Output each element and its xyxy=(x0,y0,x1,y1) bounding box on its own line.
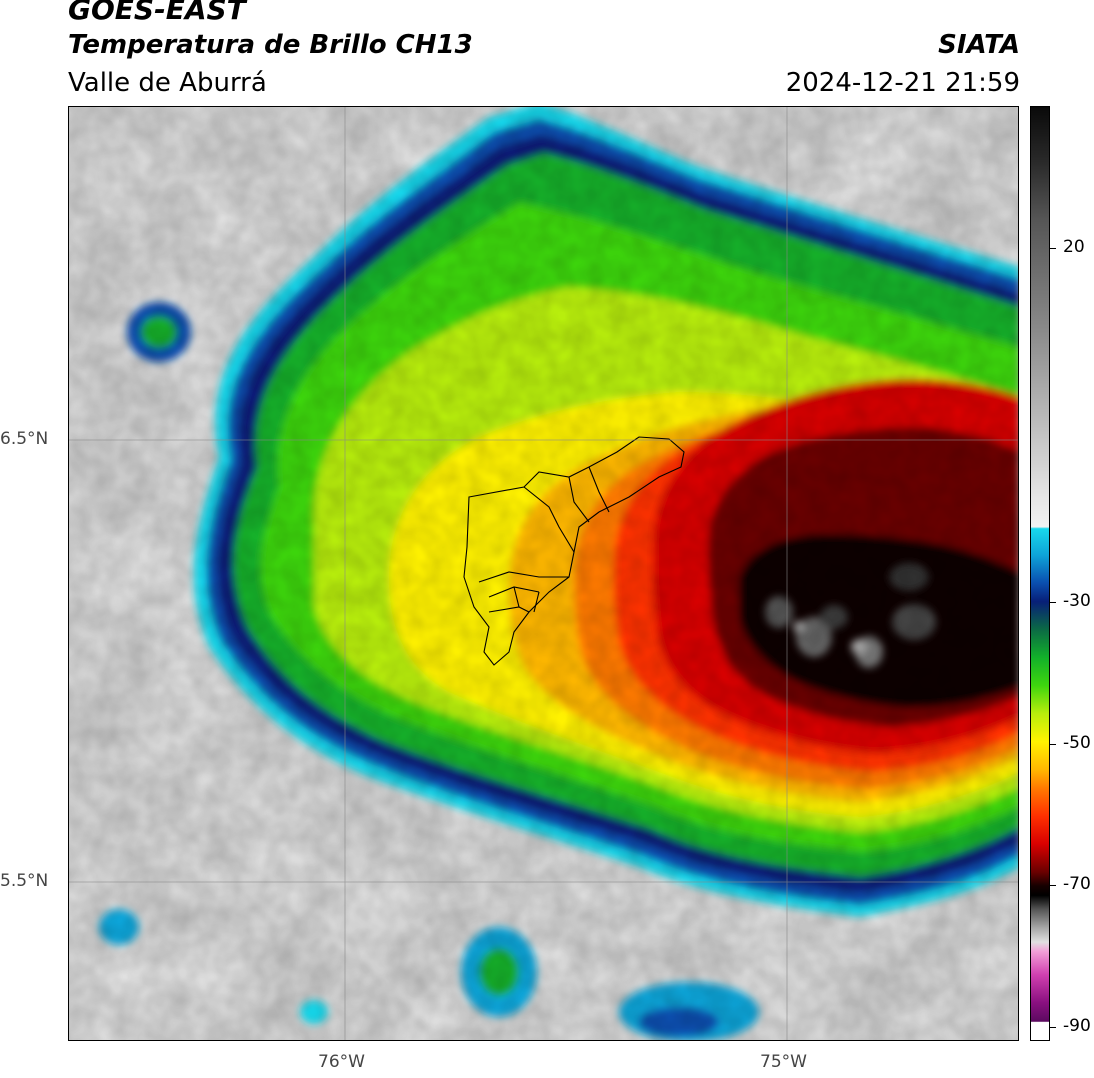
municipal-boundaries xyxy=(463,436,685,666)
colorbar-tick-label: -30 xyxy=(1063,590,1091,611)
colorbar xyxy=(1030,106,1050,1041)
satellite-title: GOES-EAST xyxy=(68,0,246,26)
boundary-inner-8 xyxy=(533,591,540,613)
boundary-inner-3 xyxy=(588,466,610,513)
colorbar-tick-label: -90 xyxy=(1063,1015,1091,1036)
lat-label-5-5: 5.5°N xyxy=(0,871,49,891)
boundary-inner-2 xyxy=(568,476,590,523)
lon-label-75: 75°W xyxy=(760,1052,807,1072)
boundary-inner-7 xyxy=(513,586,520,608)
boundary-outer xyxy=(463,436,685,666)
graticule xyxy=(69,107,1018,1040)
agency-label: SIATA xyxy=(938,30,1020,60)
brightness-temperature-map xyxy=(69,107,1018,1040)
colorbar-tick-mark xyxy=(1050,247,1056,249)
lon-label-76: 76°W xyxy=(318,1052,365,1072)
colorbar-tick-mark xyxy=(1050,743,1056,745)
boundary-inner-1 xyxy=(523,486,575,553)
colorbar-tick-mark xyxy=(1050,885,1056,887)
colorbar-tick-label: 20 xyxy=(1063,236,1085,257)
region-label: Valle de Aburrá xyxy=(68,68,267,98)
colorbar-tick-mark xyxy=(1050,601,1056,603)
texture-grain xyxy=(69,107,1018,1040)
map-frame xyxy=(68,106,1019,1041)
colorbar-tick-label: -50 xyxy=(1063,732,1091,753)
boundary-inner-4 xyxy=(478,571,569,583)
datetime-label: 2024-12-21 21:59 xyxy=(785,68,1020,98)
lat-label-6-5: 6.5°N xyxy=(0,429,49,449)
product-title: Temperatura de Brillo CH13 xyxy=(68,30,473,60)
colorbar-tick-mark xyxy=(1050,1026,1056,1028)
colorbar-tick-label: -70 xyxy=(1063,874,1091,895)
